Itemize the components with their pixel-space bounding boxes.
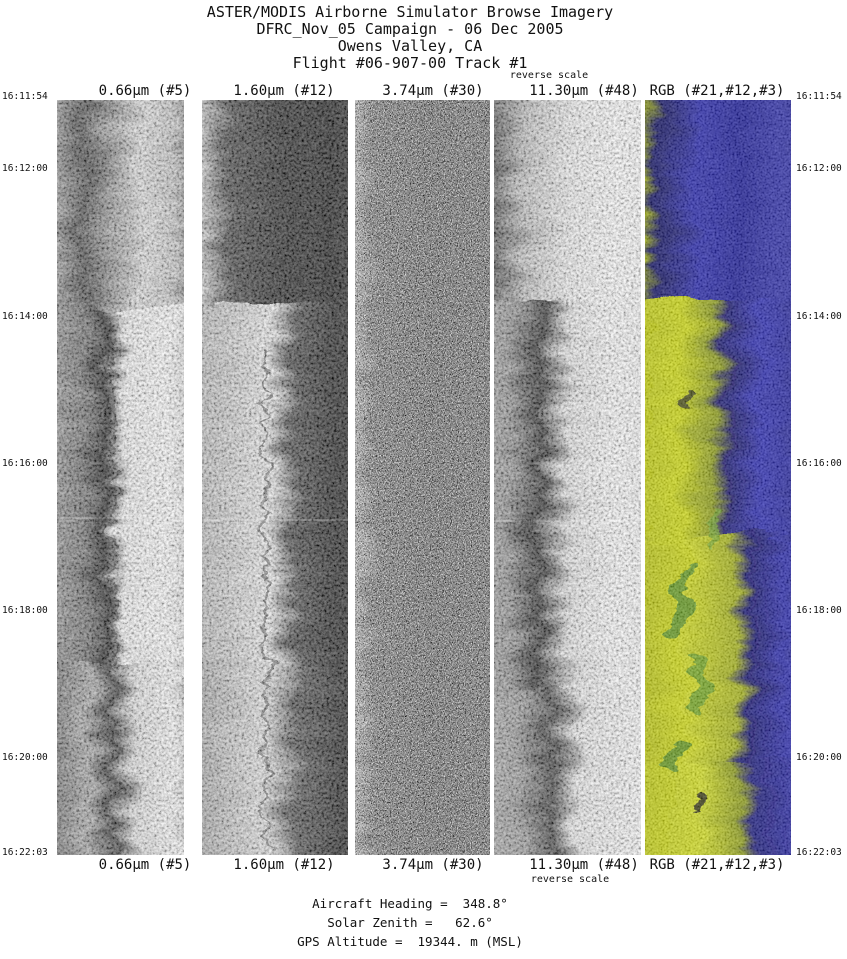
time-label-left-7: 16:22:03 <box>2 847 48 858</box>
time-label-right-6: 16:20:00 <box>796 752 842 763</box>
time-label-left-2: 16:12:00 <box>2 163 48 174</box>
location-line: Owens Valley, CA <box>337 37 483 55</box>
time-label-left-5: 16:18:00 <box>2 605 48 616</box>
rgb-composite-image <box>645 100 791 855</box>
band-image-066um-ch5 <box>57 100 184 855</box>
band-image-160um-ch12 <box>202 100 348 855</box>
time-label-left-1: 16:11:54 <box>2 91 48 102</box>
aircraft-heading-line: Aircraft Heading = 348.8° <box>312 896 508 911</box>
panel-label-top-rgb: RGB (#21,#12,#3) <box>649 83 785 99</box>
panel-label-top-160um: 1.60µm (#12) <box>233 83 335 99</box>
time-label-left-6: 16:20:00 <box>2 752 48 763</box>
gps-altitude-line: GPS Altitude = 19344. m (MSL) <box>297 934 523 949</box>
reverse-scale-note-top: reverse scale <box>509 70 589 81</box>
band-image-1130um-ch48 <box>494 100 641 855</box>
time-label-right-2: 16:12:00 <box>796 163 842 174</box>
time-label-right-1: 16:11:54 <box>796 91 842 102</box>
reverse-scale-note-bottom: reverse scale <box>530 874 610 885</box>
panel-label-bottom-066um: 0.66µm (#5) <box>98 857 192 873</box>
band-image-374um-ch30 <box>355 100 490 855</box>
time-label-left-3: 16:14:00 <box>2 311 48 322</box>
panel-label-top-066um: 0.66µm (#5) <box>98 83 192 99</box>
panel-label-bottom-374um: 3.74µm (#30) <box>382 857 484 873</box>
panel-label-top-374um: 3.74µm (#30) <box>382 83 484 99</box>
time-label-right-7: 16:22:03 <box>796 847 842 858</box>
flight-line: Flight #06-907-00 Track #1 <box>292 54 528 72</box>
page-title: ASTER/MODIS Airborne Simulator Browse Im… <box>206 3 614 21</box>
campaign-line: DFRC_Nov_05 Campaign - 06 Dec 2005 <box>256 20 564 38</box>
panel-label-bottom-1130um: 11.30µm (#48) <box>529 857 639 873</box>
time-label-left-4: 16:16:00 <box>2 458 48 469</box>
panel-label-bottom-160um: 1.60µm (#12) <box>233 857 335 873</box>
solar-zenith-line: Solar Zenith = 62.6° <box>327 915 493 930</box>
time-label-right-3: 16:14:00 <box>796 311 842 322</box>
panel-label-bottom-rgb: RGB (#21,#12,#3) <box>649 857 785 873</box>
panel-label-top-1130um: 11.30µm (#48) <box>529 83 639 99</box>
time-label-right-4: 16:16:00 <box>796 458 842 469</box>
time-label-right-5: 16:18:00 <box>796 605 842 616</box>
